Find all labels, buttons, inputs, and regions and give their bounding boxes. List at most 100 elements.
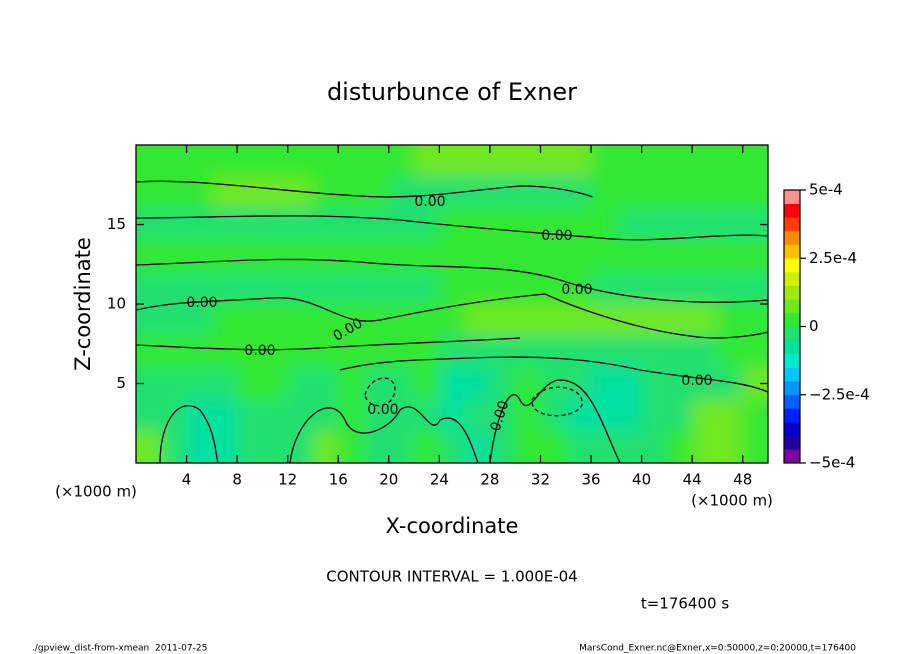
cell <box>540 431 567 463</box>
cell <box>742 399 768 432</box>
cell <box>414 272 440 305</box>
cell <box>388 176 415 210</box>
cell <box>591 145 617 178</box>
cell <box>211 399 238 432</box>
cell <box>591 208 617 241</box>
cell <box>287 208 314 241</box>
cell <box>616 272 643 305</box>
cell <box>287 335 314 369</box>
cell <box>591 240 617 273</box>
cell <box>515 304 541 337</box>
cell <box>388 431 415 463</box>
cell <box>692 367 718 400</box>
cell <box>717 272 744 305</box>
cell <box>338 145 365 178</box>
cell <box>591 176 617 210</box>
cell <box>666 304 693 337</box>
contour-label: 0.00 <box>681 373 712 389</box>
x-unit: (×1000 m) <box>691 492 773 510</box>
cell <box>287 367 314 400</box>
cell <box>717 145 744 178</box>
colorbar-band <box>784 190 800 204</box>
time-label: t=176400 s <box>641 595 729 613</box>
cell <box>464 176 491 210</box>
cell <box>237 304 263 337</box>
colorbar-band <box>784 312 800 327</box>
colorbar-tick-label: −5e-4 <box>809 454 855 472</box>
cell <box>489 304 516 337</box>
cell <box>262 304 289 337</box>
contour-line <box>136 293 768 339</box>
cell <box>439 367 466 400</box>
cell <box>540 145 567 178</box>
x-tick-label: 8 <box>232 471 242 489</box>
y-tick-label: 15 <box>107 215 126 233</box>
cell <box>136 431 162 463</box>
cell <box>616 145 643 178</box>
cell <box>287 240 314 273</box>
cell <box>464 399 491 432</box>
cell <box>338 431 365 463</box>
contour-label: 0.00 <box>244 343 275 359</box>
cell <box>211 176 238 210</box>
cell <box>717 176 744 210</box>
cell <box>262 335 289 369</box>
contour-line <box>339 356 768 393</box>
cell <box>237 335 263 369</box>
cell <box>489 176 516 210</box>
contour-interval: CONTOUR INTERVAL = 1.000E-04 <box>326 568 577 586</box>
cell <box>540 367 567 400</box>
x-tick-label: 20 <box>379 471 398 489</box>
cell <box>388 240 415 273</box>
cell <box>312 208 339 241</box>
cell <box>186 431 213 463</box>
cell <box>540 176 567 210</box>
cell <box>186 145 213 178</box>
cell <box>515 272 541 305</box>
cell <box>692 208 718 241</box>
cell <box>515 240 541 273</box>
cell <box>186 367 213 400</box>
colorbar-band <box>784 394 800 409</box>
cell <box>742 240 768 273</box>
cell <box>237 367 263 400</box>
colorbar-band <box>784 408 800 423</box>
cell <box>464 431 491 463</box>
cell <box>211 240 238 273</box>
y-unit: (×1000 m) <box>55 483 137 501</box>
cell <box>262 240 289 273</box>
cell <box>414 399 440 432</box>
cell <box>515 145 541 178</box>
x-tick-label: 4 <box>182 471 192 489</box>
contour-line <box>136 215 768 241</box>
cell <box>742 304 768 337</box>
cell <box>262 208 289 241</box>
x-tick-label: 16 <box>329 471 348 489</box>
colorbar-band <box>784 422 800 436</box>
cell <box>312 335 339 369</box>
cell <box>237 399 263 432</box>
cell <box>363 145 390 178</box>
cell <box>666 335 693 369</box>
cell <box>616 304 643 337</box>
cell <box>338 240 365 273</box>
cell <box>414 176 440 210</box>
cell <box>312 240 339 273</box>
contour-line <box>364 377 396 407</box>
cell <box>489 367 516 400</box>
cell <box>565 399 592 432</box>
cell <box>591 367 617 400</box>
cell <box>616 431 643 463</box>
cell <box>363 208 390 241</box>
cell <box>388 367 415 400</box>
cell <box>565 304 592 337</box>
cell <box>363 176 390 210</box>
cell <box>489 399 516 432</box>
cell <box>666 431 693 463</box>
cell <box>338 208 365 241</box>
cell <box>312 145 339 178</box>
cell <box>641 431 668 463</box>
cell <box>439 145 466 178</box>
cell <box>186 272 213 305</box>
